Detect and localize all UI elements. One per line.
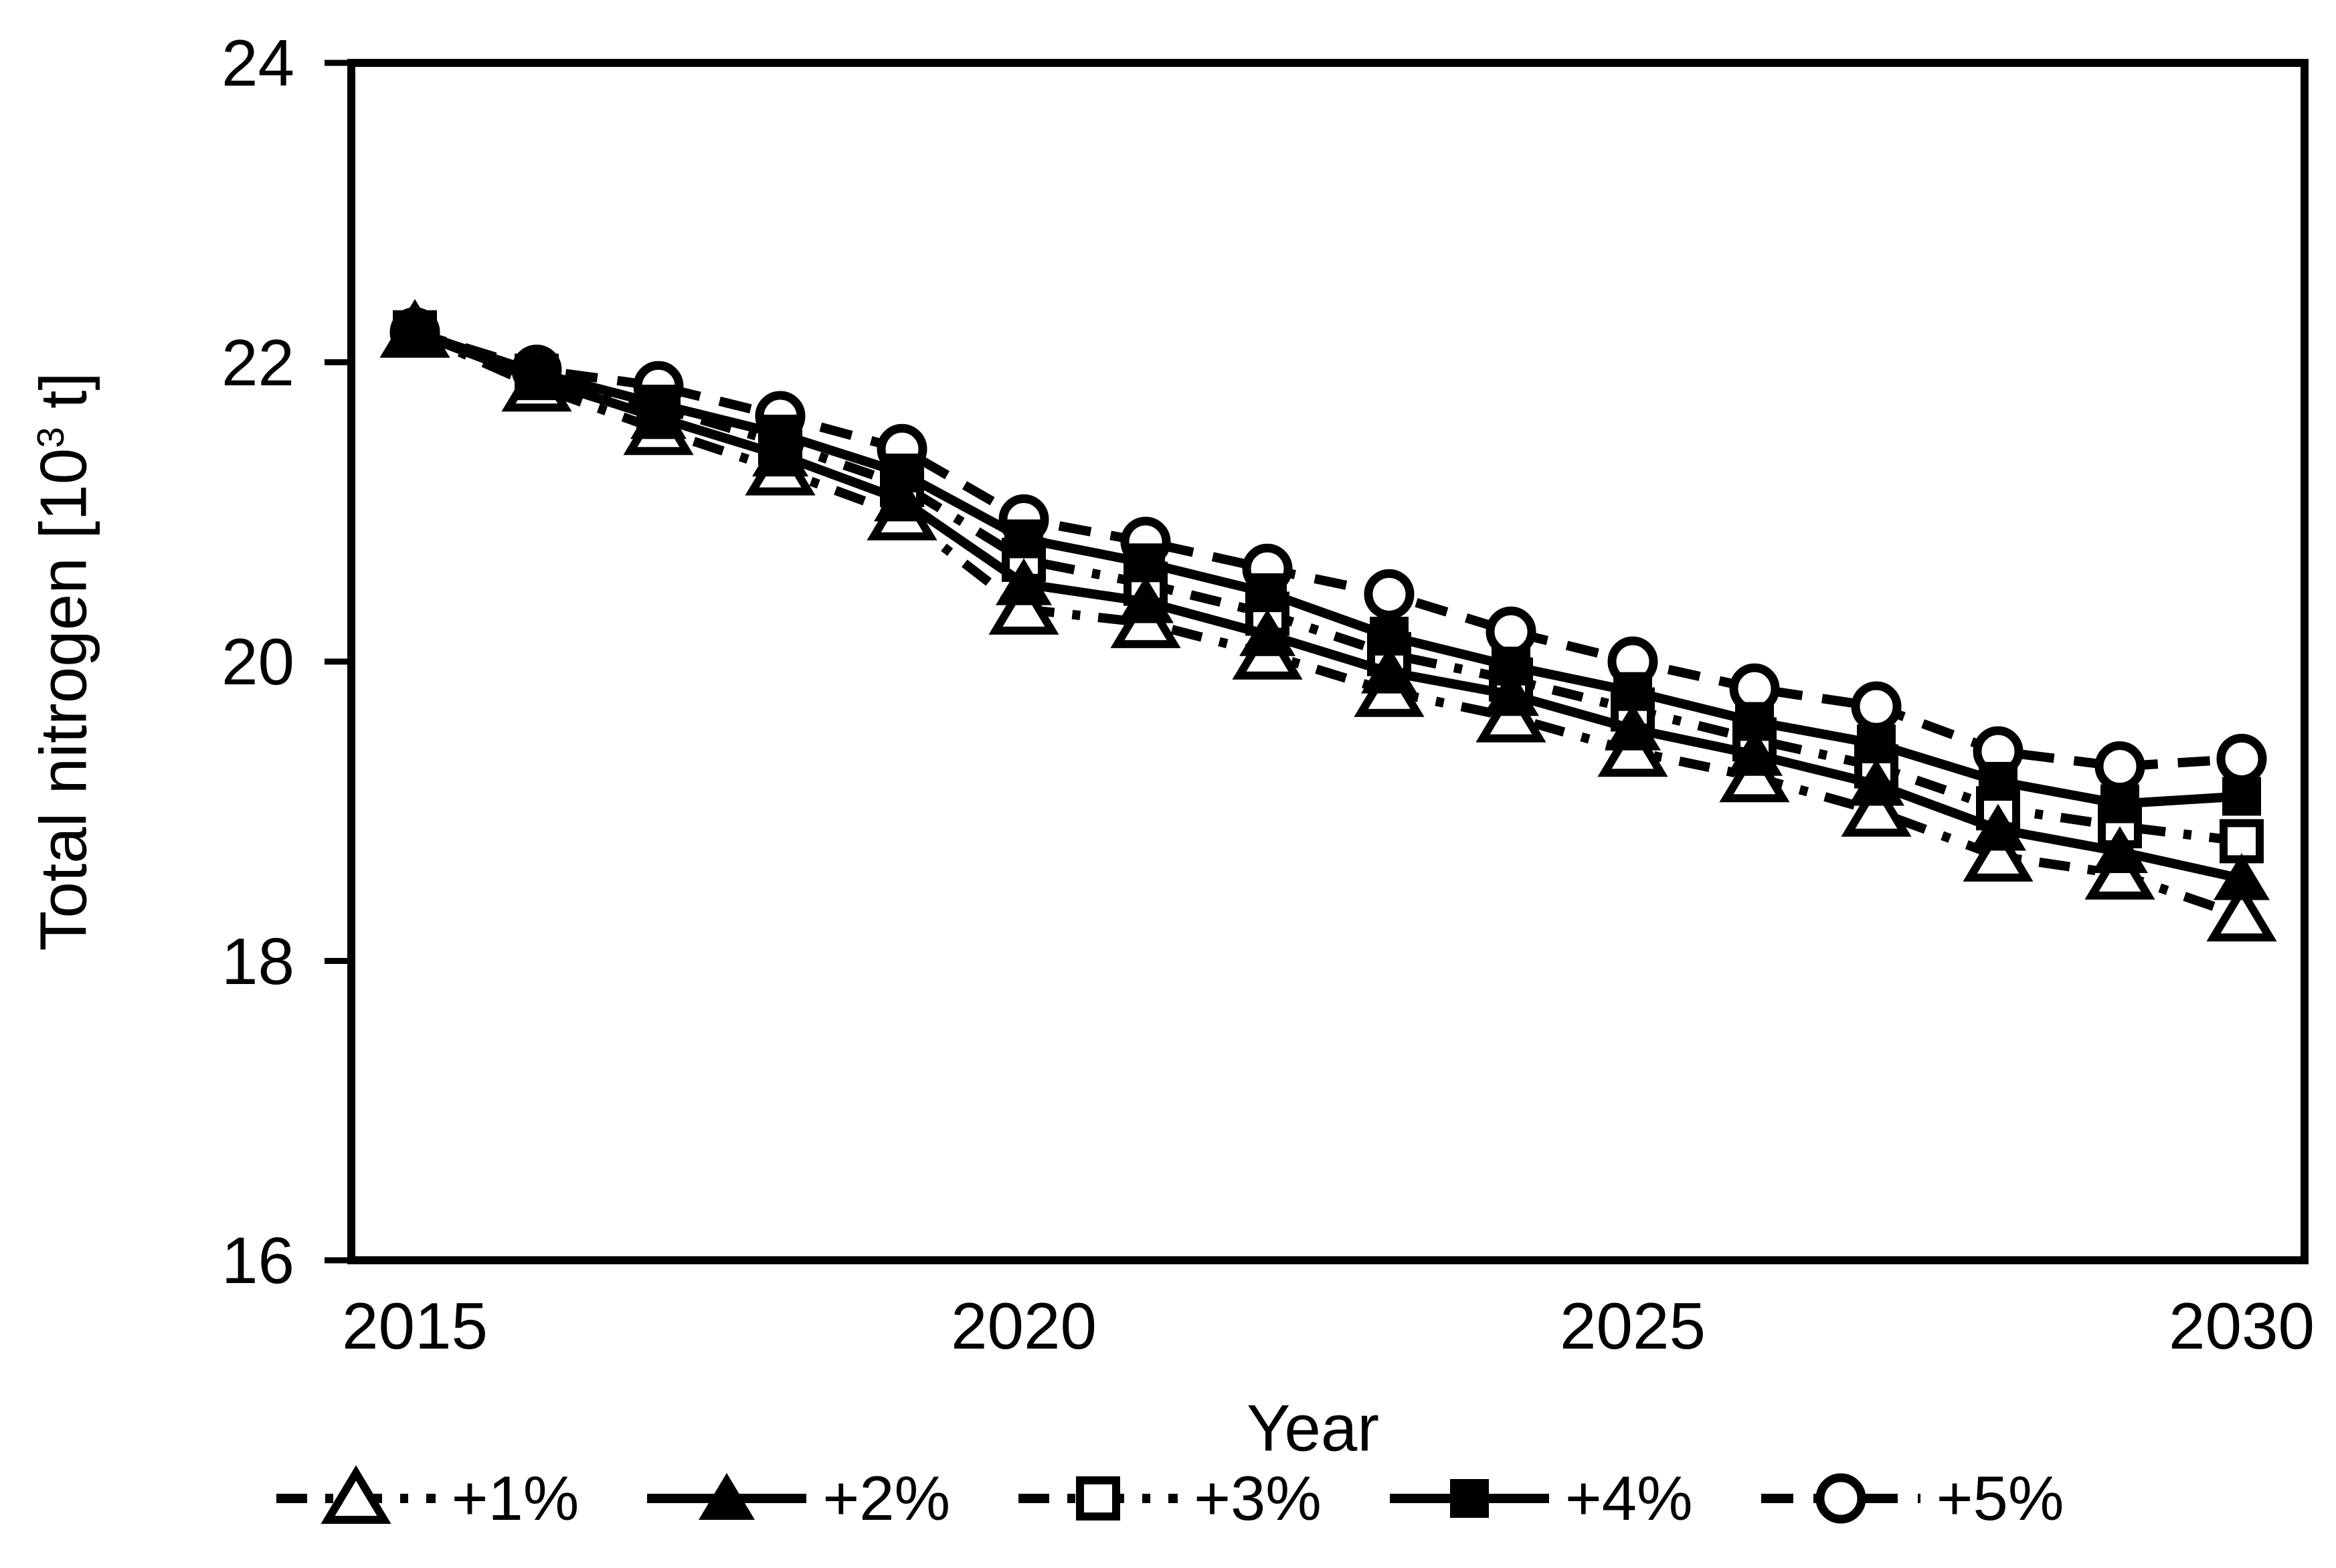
legend-sample-square-filled-icon (1389, 1479, 1549, 1518)
legend-sample-circle-open-icon (1761, 1473, 1920, 1524)
y-axis-title-unit: t] (26, 372, 100, 427)
x-axis-title: Year (1246, 1391, 1380, 1465)
y-axis-title-text: Total nitrogen [10 (26, 448, 100, 951)
legend-item-label: +2% (822, 1463, 951, 1533)
y-tick-label: 22 (221, 326, 294, 399)
x-tick-label: 2015 (341, 1289, 488, 1363)
y-tick-label: 18 (221, 924, 294, 998)
y-tick-label: 24 (221, 26, 294, 100)
legend-item-plus4: +4% (1386, 1455, 1693, 1542)
legend-item-label: +1% (451, 1463, 579, 1533)
legend: +1% +2% +3% +4% +5% (0, 1455, 2336, 1542)
x-tick-label: 2025 (1559, 1289, 1706, 1363)
y-axis-title: Total nitrogen [103 t] (26, 372, 102, 951)
legend-item-label: +3% (1194, 1463, 1322, 1533)
legend-item-plus1: +1% (272, 1455, 579, 1542)
legend-item-plus2: +2% (643, 1455, 950, 1542)
legend-sample-triangle-open-icon (276, 1465, 436, 1524)
legend-item-label: +4% (1564, 1463, 1693, 1533)
y-tick-label: 20 (221, 625, 294, 698)
legend-sample-triangle-filled-icon (647, 1473, 807, 1520)
y-tick-label: 16 (221, 1223, 294, 1297)
legend-item-plus3: +3% (1014, 1455, 1322, 1542)
y-axis-title-superscript: 3 (29, 427, 72, 448)
x-tick-label: 2020 (950, 1289, 1097, 1363)
legend-item-plus5: +5% (1757, 1455, 2064, 1542)
legend-sample-square-open-icon (1018, 1476, 1178, 1521)
legend-item-label: +5% (1936, 1463, 2064, 1533)
x-tick-label: 2030 (2168, 1289, 2315, 1363)
